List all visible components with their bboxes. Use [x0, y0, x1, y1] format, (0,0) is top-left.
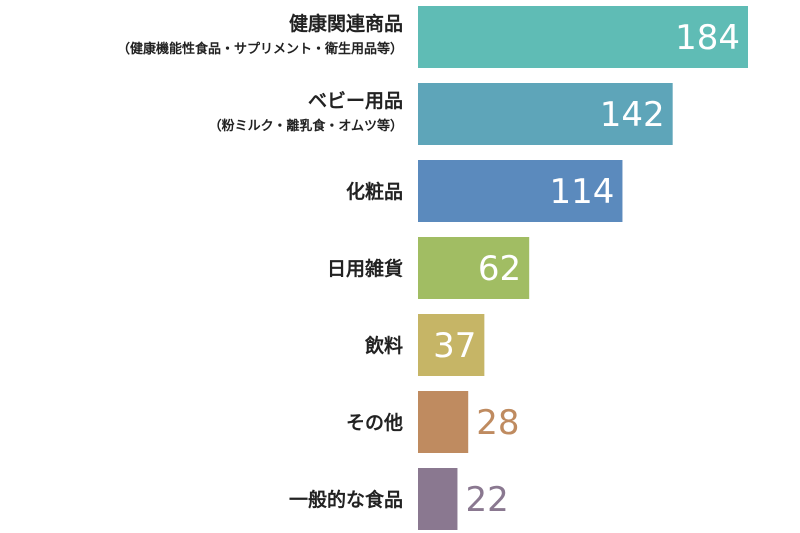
bar: [418, 237, 530, 299]
value-label: 142: [600, 95, 665, 135]
category-sublabel: （健康機能性食品・サプリメント・衛生用品等）: [117, 41, 403, 57]
category-label: ベビー用品: [308, 90, 403, 112]
bar: [418, 391, 469, 453]
value-label: 22: [465, 480, 508, 520]
bar: [418, 314, 485, 376]
value-label: 62: [478, 249, 521, 289]
category-label: その他: [346, 411, 403, 434]
bar: [418, 468, 458, 530]
value-label: 28: [476, 403, 519, 443]
value-label: 37: [433, 326, 476, 366]
category-sublabel: （粉ミルク・離乳食・オムツ等）: [209, 118, 403, 134]
bar: [418, 6, 748, 68]
category-label: 化粧品: [346, 180, 403, 203]
value-label: 114: [550, 172, 615, 212]
category-label: 健康関連商品: [289, 12, 403, 35]
category-label: 飲料: [364, 334, 403, 357]
category-label: 日用雑貨: [327, 257, 403, 280]
bar: [418, 160, 623, 222]
category-label: 一般的な食品: [289, 488, 403, 511]
value-label: 184: [675, 18, 740, 58]
bar: [418, 83, 673, 145]
